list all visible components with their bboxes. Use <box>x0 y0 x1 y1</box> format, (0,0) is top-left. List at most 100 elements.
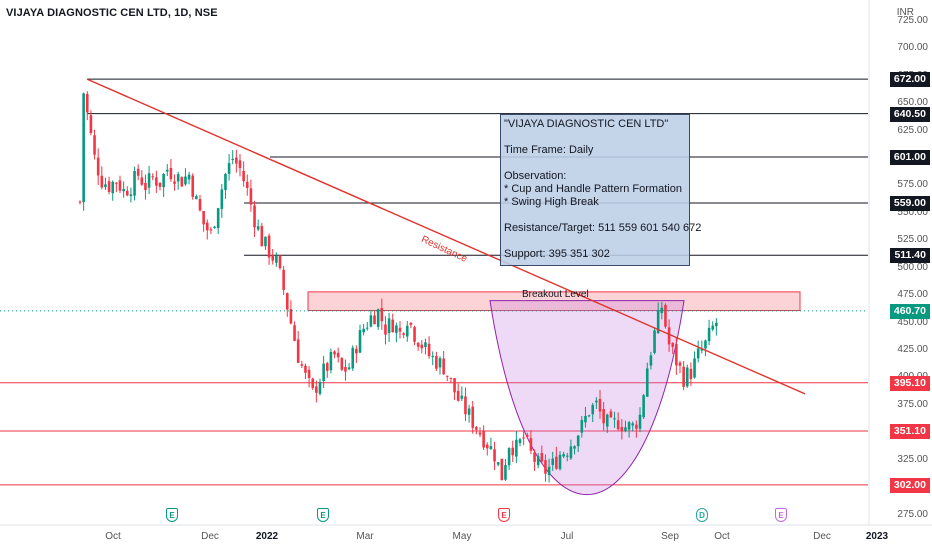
candle-body <box>453 378 456 393</box>
candle-body <box>711 325 715 330</box>
y-tick-label: 650.00 <box>897 97 928 109</box>
candle-body <box>115 182 118 184</box>
candle-body <box>609 411 613 418</box>
candle-body <box>369 315 373 327</box>
candle-body <box>682 366 685 387</box>
note-line: * Swing High Break <box>504 196 599 208</box>
candle-body <box>158 182 162 187</box>
level-price-tag: 351.10 <box>889 424 930 440</box>
candle-body <box>380 308 384 322</box>
candle-body <box>704 340 707 349</box>
currency-label: INR <box>896 7 914 18</box>
candle-body <box>169 167 173 180</box>
candle-body <box>184 176 187 185</box>
candle-body <box>693 358 696 378</box>
note-line <box>504 235 686 248</box>
candle-body <box>227 163 231 174</box>
candle-body <box>300 364 304 366</box>
candle-body <box>304 365 307 373</box>
candle-body <box>482 431 485 448</box>
candle-body <box>322 363 325 382</box>
candle-body <box>365 327 369 329</box>
candle-body <box>78 201 82 203</box>
event-marker-icon[interactable]: E <box>317 508 329 522</box>
candle-body <box>555 456 558 469</box>
cup-pattern <box>489 300 685 496</box>
candle-body <box>220 189 224 209</box>
candle-body <box>140 177 144 185</box>
candle-body <box>675 344 678 366</box>
candle-body <box>525 435 529 437</box>
candle-body <box>336 352 340 358</box>
candle-body <box>180 177 184 187</box>
note-line: "VIJAYA DIAGNOSTIC CEN LTD" <box>504 118 669 130</box>
analysis-note: "VIJAYA DIAGNOSTIC CEN LTD" Time Frame: … <box>500 114 702 266</box>
event-marker-icon[interactable]: E <box>498 508 510 522</box>
x-tick-label: 2022 <box>255 531 279 542</box>
x-tick-label: Oct <box>105 531 121 542</box>
candle-body <box>645 368 649 397</box>
candle-body <box>285 293 289 310</box>
candle-body <box>136 168 140 176</box>
y-tick-label: 375.00 <box>897 398 928 410</box>
note-line: Support: 395 351 302 <box>504 248 610 260</box>
candle-body <box>118 180 122 191</box>
candle-body <box>278 255 282 269</box>
level-price-tag: 302.00 <box>889 477 930 493</box>
candle-body <box>522 437 525 439</box>
candle-body <box>689 368 693 380</box>
candle-body <box>580 420 584 433</box>
event-marker-icon[interactable]: E <box>166 508 178 522</box>
note-line: Resistance/Target: 511 559 601 540 672 <box>504 222 702 234</box>
candle-body <box>536 456 540 466</box>
candle-body <box>387 318 391 333</box>
candle-body <box>107 181 111 192</box>
y-tick-label: 425.00 <box>897 344 928 355</box>
candle-body <box>111 181 115 194</box>
candle-body <box>573 446 576 449</box>
candle-body <box>587 415 591 417</box>
candle-body <box>449 377 453 379</box>
candle-body <box>216 208 220 229</box>
candle-body <box>198 198 202 211</box>
candle-body <box>289 309 293 324</box>
candle-body <box>656 310 660 334</box>
y-tick-label: 325.00 <box>897 453 928 465</box>
y-tick-label: 475.00 <box>897 289 928 301</box>
candle-body <box>602 409 605 424</box>
candle-body <box>456 390 460 401</box>
candle-body <box>325 363 329 371</box>
candle-body <box>155 177 158 186</box>
candle-body <box>202 211 205 225</box>
candle-body <box>89 115 93 134</box>
candle-body <box>402 333 405 335</box>
y-tick-label: 500.00 <box>897 261 928 273</box>
candle-body <box>267 235 271 258</box>
note-line: Time Frame: Daily <box>504 144 594 156</box>
level-price-tag: 559.00 <box>889 196 930 212</box>
candle-body <box>489 446 493 450</box>
candle-body <box>533 452 536 462</box>
candle-body <box>700 348 704 351</box>
candle-body <box>245 181 249 188</box>
event-marker-icon[interactable]: E <box>775 508 787 522</box>
candle-body <box>424 342 427 348</box>
candle-body <box>85 93 89 113</box>
candle-body <box>256 226 260 230</box>
candle-body <box>616 420 620 430</box>
candle-body <box>340 358 344 370</box>
candle-body <box>253 205 256 228</box>
candle-body <box>315 386 318 393</box>
candle-body <box>293 325 296 341</box>
candle-body <box>93 135 96 155</box>
candle-body <box>620 426 624 432</box>
candle-body <box>562 454 565 457</box>
resistance-trendline <box>86 78 806 395</box>
chart-title: VIJAYA DIAGNOSTIC CEN LTD, 1D, NSE <box>6 7 218 19</box>
candle-body <box>151 176 155 178</box>
candle-body <box>569 446 573 459</box>
candle-body <box>307 369 311 379</box>
candle-body <box>384 324 387 335</box>
event-marker-icon[interactable]: D <box>696 508 708 522</box>
